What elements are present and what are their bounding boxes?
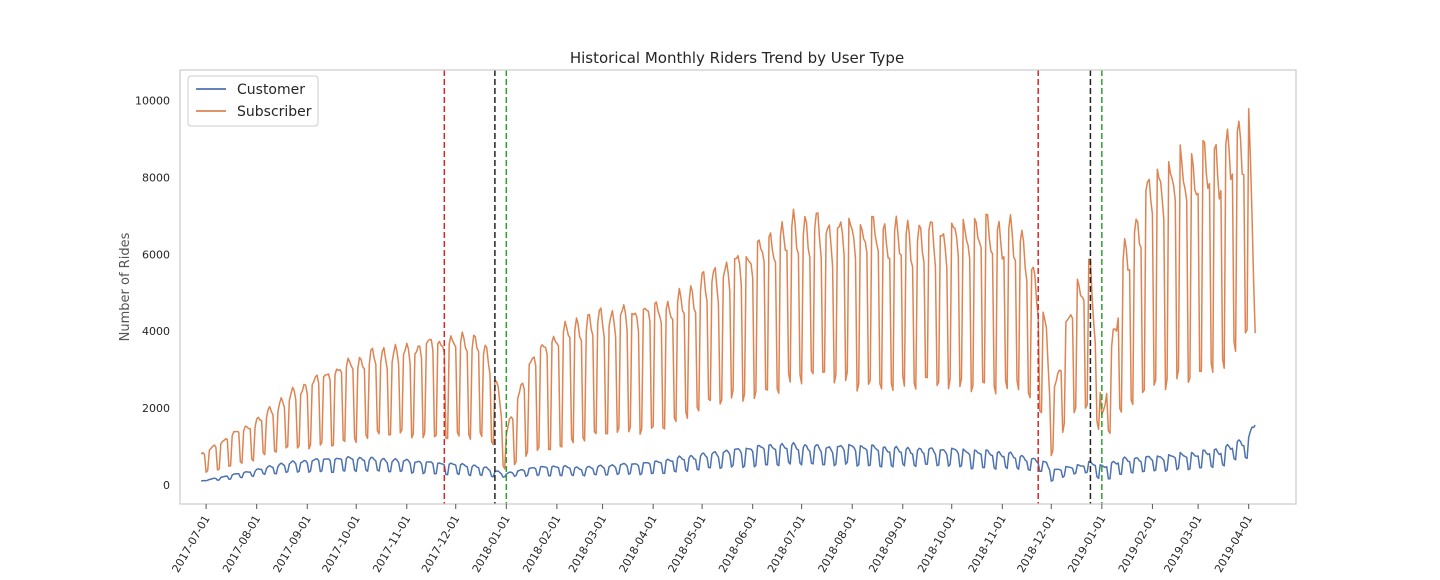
y-tick-label: 2000 xyxy=(142,402,170,415)
legend-label-customer: Customer xyxy=(237,82,305,98)
y-tick-label: 8000 xyxy=(142,172,170,185)
plot-area xyxy=(200,70,1256,504)
y-axis-label: Number of Rides xyxy=(118,232,133,341)
legend: Customer Subscriber xyxy=(187,75,319,127)
y-tick-label: 10000 xyxy=(135,95,170,108)
legend-label-subscriber: Subscriber xyxy=(237,104,312,120)
plot-frame xyxy=(179,69,1297,505)
y-tick-label: 6000 xyxy=(142,248,170,261)
series-line-customer xyxy=(201,424,1256,482)
y-axis-ticks: 0 2000 4000 6000 8000 10000 xyxy=(135,95,170,492)
y-tick-label: 0 xyxy=(163,479,170,492)
chart-title: Historical Monthly Riders Trend by User … xyxy=(570,49,904,67)
series-line-subscriber xyxy=(200,108,1256,473)
y-tick-label: 4000 xyxy=(142,325,170,338)
